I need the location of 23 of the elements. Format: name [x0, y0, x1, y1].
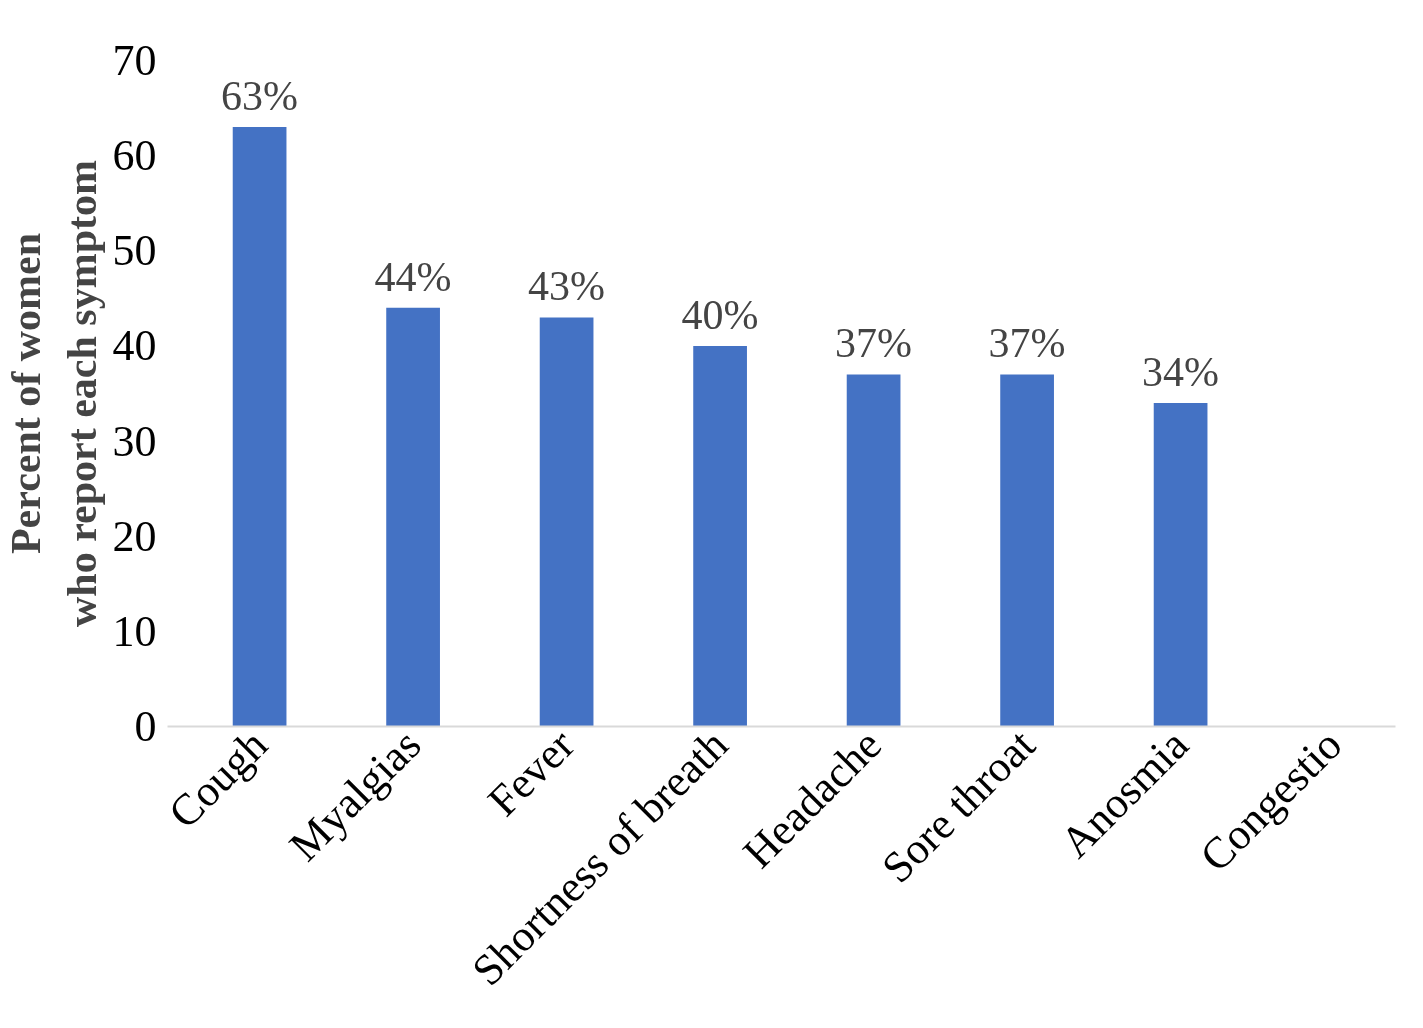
data-label: 34% — [1142, 349, 1220, 396]
bar — [1000, 374, 1054, 727]
bar — [539, 317, 594, 727]
data-label: 43% — [528, 263, 606, 310]
bar — [386, 307, 440, 727]
data-label: 37% — [835, 320, 913, 367]
data-label: 37% — [988, 320, 1066, 367]
bar — [232, 127, 287, 727]
y-axis-title: Percent of women who report each symptom — [3, 159, 105, 627]
data-label: 63% — [221, 73, 299, 120]
bar — [693, 345, 747, 727]
data-label: 40% — [681, 291, 759, 338]
y-tick-label: 70 — [112, 36, 157, 85]
bar — [846, 374, 901, 727]
y-tick-label: 10 — [112, 606, 157, 656]
y-tick-label: 0 — [134, 702, 157, 751]
y-tick-label: 60 — [112, 131, 157, 181]
y-tick-label: 30 — [112, 416, 157, 466]
y-tick-label: 20 — [112, 511, 157, 561]
y-tick-label: 50 — [112, 226, 157, 276]
bar — [1153, 403, 1208, 727]
data-label: 44% — [374, 253, 452, 300]
y-tick-label: 40 — [112, 321, 157, 371]
